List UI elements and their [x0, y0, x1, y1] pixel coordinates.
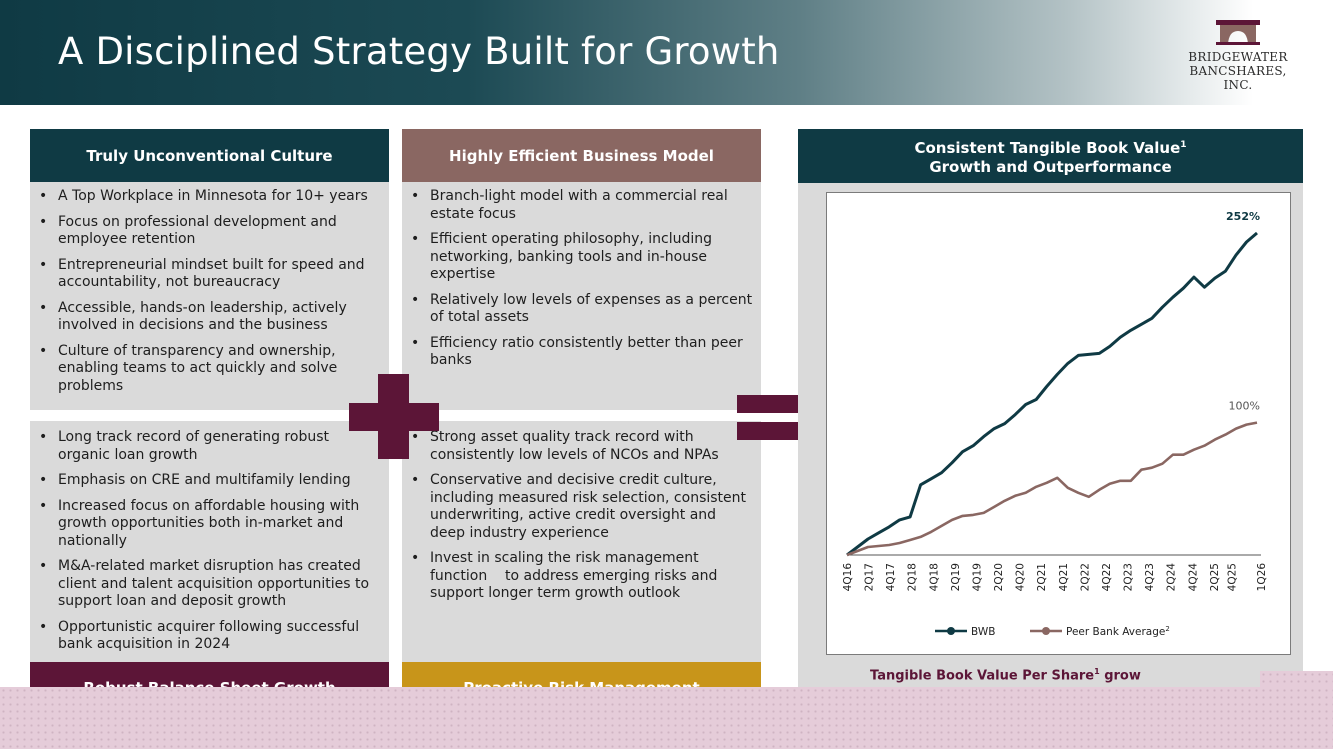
- chart-caption-text: Tangible Book Value Per Share: [870, 668, 1095, 684]
- list-item: Efficient operating philosophy, includin…: [402, 231, 754, 284]
- x-tick-label: 4Q19: [971, 563, 983, 591]
- legend-marker: [1042, 627, 1050, 635]
- equals-sign-icon: [737, 395, 815, 413]
- x-tick-label: 2Q21: [1036, 563, 1048, 591]
- legend-sup: 2: [1165, 625, 1169, 633]
- chart-caption-sup: 1: [1094, 667, 1100, 676]
- chart-heading: Consistent Tangible Book Value1 Growth a…: [798, 129, 1303, 183]
- x-tick-label: 4Q23: [1144, 563, 1156, 591]
- tbv-line-chart: 252% 100% 4Q16 2Q17 4Q17 2Q18 4Q18 2Q19 4Q19 2Q20…: [842, 210, 1268, 638]
- list-item: Conservative and decisive credit culture…: [402, 472, 754, 542]
- business-model-list: Branch-light model with a commercial rea…: [402, 188, 754, 378]
- x-tick-label: 2Q17: [864, 563, 876, 591]
- logo-line-1: BRIDGEWATER: [1188, 50, 1288, 64]
- x-tick-label: 4Q24: [1187, 563, 1199, 592]
- series-end-label: 252%: [1226, 210, 1260, 223]
- culture-heading: Truly Unconventional Culture: [30, 129, 389, 182]
- list-item: Invest in scaling the risk management fu…: [402, 550, 754, 603]
- series-line-peer: [846, 421, 1258, 557]
- risk-list: Strong asset quality track record with c…: [402, 429, 754, 611]
- chart-heading-sup: 1: [1180, 139, 1187, 150]
- x-tick-label: 2Q20: [993, 563, 1005, 591]
- chart-heading-line-2: Growth and Outperformance: [929, 157, 1172, 176]
- series-end-label: 100%: [1229, 400, 1260, 413]
- culture-list: A Top Workplace in Minnesota for 10+ yea…: [30, 188, 380, 403]
- list-item: Strong asset quality track record with c…: [402, 429, 754, 464]
- list-item: Focus on professional development and em…: [30, 214, 380, 249]
- business-model-heading-text: Highly Efficient Business Model: [449, 146, 714, 165]
- culture-heading-text: Truly Unconventional Culture: [86, 146, 333, 165]
- page-title: A Disciplined Strategy Built for Growth: [58, 30, 780, 73]
- legend-label: Peer Bank Average2: [1066, 625, 1170, 638]
- list-item: A Top Workplace in Minnesota for 10+ yea…: [30, 188, 380, 206]
- chart-caption: Tangible Book Value Per Share1 grow: [870, 667, 1141, 683]
- x-tick-label: 2Q22: [1079, 563, 1091, 591]
- series-line-bwb: [846, 231, 1258, 557]
- list-item: Efficiency ratio consistently better tha…: [402, 335, 754, 370]
- legend-marker: [947, 627, 955, 635]
- x-tick-label: 1Q26: [1256, 563, 1268, 592]
- x-tick-label: 4Q18: [928, 563, 940, 591]
- x-tick-label: 2Q24: [1166, 563, 1178, 592]
- business-model-heading: Highly Efficient Business Model: [402, 129, 761, 182]
- x-tick-label: 4Q17: [885, 563, 897, 591]
- list-item: Relatively low levels of expenses as a p…: [402, 292, 754, 327]
- equals-sign-bar: [737, 422, 815, 440]
- chart-frame: 252% 100% 4Q16 2Q17 4Q17 2Q18 4Q18 2Q19 4Q19 2Q20…: [826, 192, 1291, 655]
- x-tick-label: 4Q16: [842, 563, 854, 592]
- x-tick-label: 4Q21: [1058, 563, 1070, 591]
- chart-heading-line-1: Consistent Tangible Book Value: [914, 138, 1181, 157]
- list-item: Long track record of generating robust o…: [30, 429, 382, 464]
- company-logo: BRIDGEWATER BANCSHARES, INC.: [1176, 18, 1300, 92]
- bottom-overlay: [0, 687, 1333, 749]
- legend-label: BWB: [971, 626, 995, 638]
- header-banner: [0, 0, 1333, 105]
- x-tick-label: 4Q25: [1226, 563, 1238, 591]
- bottom-overlay-corner: [1260, 671, 1333, 687]
- list-item: Opportunistic acquirer following success…: [30, 619, 382, 654]
- x-tick-label: 2Q23: [1123, 563, 1135, 591]
- x-tick-label: 4Q22: [1101, 563, 1113, 591]
- x-tick-label: 4Q20: [1015, 563, 1027, 591]
- list-item: Accessible, hands-on leadership, activel…: [30, 300, 380, 335]
- logo-line-2: BANCSHARES, INC.: [1189, 64, 1287, 92]
- x-tick-label: 2Q25: [1209, 563, 1221, 591]
- list-item: Culture of transparency and ownership, e…: [30, 343, 380, 396]
- list-item: Branch-light model with a commercial rea…: [402, 188, 754, 223]
- logo-emblem-icon: [1216, 20, 1260, 45]
- list-item: Emphasis on CRE and multifamily lending: [30, 472, 382, 490]
- x-tick-label: 2Q18: [907, 563, 919, 591]
- list-item: M&A-related market disruption has create…: [30, 558, 382, 611]
- x-tick-label: 2Q19: [950, 563, 962, 591]
- list-item: Entrepreneurial mindset built for speed …: [30, 257, 380, 292]
- list-item: Increased focus on affordable housing wi…: [30, 498, 382, 551]
- plus-sign-bar: [349, 403, 439, 431]
- balance-sheet-list: Long track record of generating robust o…: [30, 429, 382, 662]
- chart-caption-end: grow: [1099, 668, 1141, 684]
